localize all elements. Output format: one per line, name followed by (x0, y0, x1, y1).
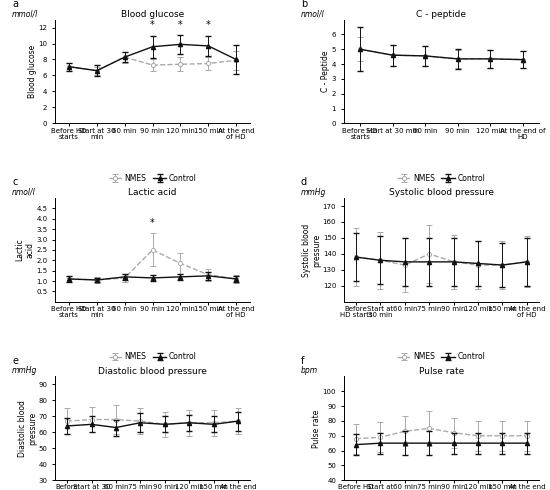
Title: Blood glucose: Blood glucose (121, 10, 184, 19)
Y-axis label: Lactic
acid: Lactic acid (15, 239, 35, 261)
Title: C - peptide: C - peptide (416, 10, 466, 19)
Title: Diastolic blood pressure: Diastolic blood pressure (98, 367, 207, 376)
Title: Pulse rate: Pulse rate (419, 367, 464, 376)
Title: Lactic acid: Lactic acid (128, 188, 177, 197)
Title: Systolic blood pressure: Systolic blood pressure (389, 188, 494, 197)
Text: c: c (12, 177, 18, 187)
Text: nmol/l: nmol/l (301, 9, 324, 18)
Text: b: b (301, 0, 307, 9)
Y-axis label: Diastolic blood
pressure: Diastolic blood pressure (18, 400, 37, 457)
Text: *: * (150, 218, 155, 228)
Text: nmol/l: nmol/l (12, 188, 36, 196)
Text: mmHg: mmHg (301, 188, 326, 196)
Y-axis label: Systolic blood
pressure: Systolic blood pressure (302, 223, 321, 276)
Y-axis label: Blood glucose: Blood glucose (28, 45, 37, 98)
Text: *: * (206, 21, 211, 30)
Text: *: * (178, 20, 183, 29)
Legend: NMES, Control: NMES, Control (108, 352, 196, 361)
Y-axis label: C - Peptide: C - Peptide (321, 51, 331, 92)
Text: *: * (150, 21, 155, 30)
Text: a: a (12, 0, 18, 9)
Y-axis label: Pulse rate: Pulse rate (312, 409, 321, 447)
Text: mmHg: mmHg (12, 366, 37, 375)
Text: d: d (301, 177, 307, 187)
Legend: NMES, Control: NMES, Control (398, 352, 486, 361)
Legend: NMES, Control: NMES, Control (108, 174, 196, 183)
Text: e: e (12, 356, 18, 366)
Text: f: f (301, 356, 304, 366)
Legend: NMES, Control: NMES, Control (398, 174, 486, 183)
Text: bpm: bpm (301, 366, 318, 375)
Text: mmol/l: mmol/l (12, 9, 39, 18)
